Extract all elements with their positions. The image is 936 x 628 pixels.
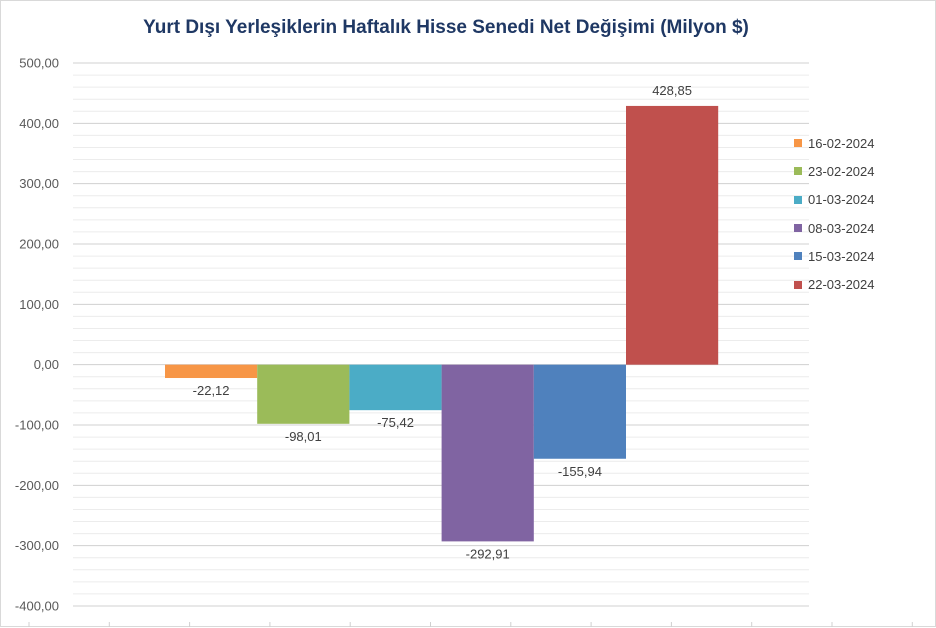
major-gridlines	[73, 62, 809, 607]
y-tick-label: 400,00	[19, 116, 59, 131]
legend-swatch	[794, 195, 802, 204]
bar-01-03-2024	[349, 364, 442, 411]
bar-08-03-2024	[441, 364, 534, 542]
legend-label: 01-03-2024	[808, 192, 875, 208]
y-tick-label: 0,00	[34, 357, 59, 372]
y-tick-label: -400,00	[15, 599, 59, 614]
chart-title: Yurt Dışı Yerleşiklerin Haftalık Hisse S…	[143, 17, 749, 38]
bar-series	[165, 105, 719, 542]
data-label: -155,94	[558, 464, 602, 479]
legend-item: 01-03-2024	[794, 186, 875, 214]
y-tick-label: 200,00	[19, 237, 59, 252]
y-tick-label: -300,00	[15, 538, 59, 553]
bar-22-03-2024	[626, 105, 719, 365]
data-label: -22,12	[193, 383, 230, 398]
bar-15-03-2024	[533, 364, 626, 459]
y-tick-label: -100,00	[15, 418, 59, 433]
legend-label: 22-03-2024	[808, 277, 875, 293]
legend-label: 15-03-2024	[808, 248, 875, 264]
legend-swatch	[794, 139, 802, 148]
legend-item: 15-03-2024	[794, 242, 875, 270]
y-tick-label: -200,00	[15, 478, 59, 493]
legend-swatch	[794, 280, 802, 289]
legend-item: 08-03-2024	[794, 214, 875, 242]
legend-label: 23-02-2024	[808, 163, 875, 179]
data-label: 428,85	[652, 83, 692, 98]
data-labels: -22,12 -98,01 -75,42 -292,91 -155,94 428,85	[193, 83, 692, 561]
data-label: -98,01	[285, 429, 322, 444]
data-label: -292,91	[466, 546, 510, 561]
x-axis-tick-marks	[28, 622, 913, 627]
legend-item: 23-02-2024	[794, 157, 875, 185]
y-axis-tick-labels: 500,00 400,00 300,00 200,00 100,00 0,00 -100,0…	[15, 56, 59, 614]
y-tick-label: 100,00	[19, 297, 59, 312]
bar-16-02-2024	[165, 364, 258, 379]
legend-item: 22-03-2024	[794, 270, 875, 298]
legend-swatch	[794, 167, 802, 176]
legend-swatch	[794, 224, 802, 233]
legend: 16-02-2024 23-02-2024 01-03-2024 08-03-2024…	[794, 129, 875, 299]
legend-swatch	[794, 252, 802, 261]
data-label: -75,42	[377, 415, 414, 430]
y-tick-label: 500,00	[19, 56, 59, 71]
bar-23-02-2024	[257, 364, 350, 424]
legend-item: 16-02-2024	[794, 129, 875, 157]
legend-label: 08-03-2024	[808, 220, 875, 236]
y-tick-label: 300,00	[19, 176, 59, 191]
legend-label: 16-02-2024	[808, 135, 875, 151]
